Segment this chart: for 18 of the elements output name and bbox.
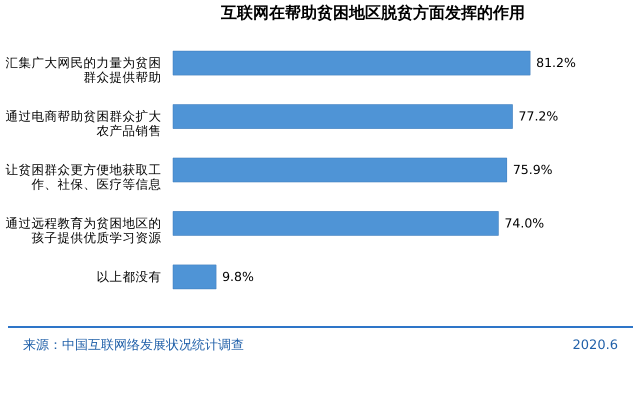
y-tick-label: 通过远程教育为贫困地区的孩子提供优质学习资源: [6, 215, 162, 245]
bar: [172, 104, 513, 129]
bar: [172, 50, 530, 76]
data-label: 9.8%: [222, 268, 254, 284]
bar: [172, 158, 508, 182]
bar: [172, 264, 216, 290]
text: 2020.6: [572, 338, 618, 353]
y-tick-label: 让贫困群众更方便地获取工作、社保、医疗等信息: [6, 162, 162, 192]
data-label: 74.0%: [504, 215, 544, 230]
data-label: 81.2%: [536, 55, 576, 70]
data-label: 75.9%: [512, 162, 553, 177]
chart-title: 互联网在帮助贫困地区脱贫方面发挥的作用: [220, 3, 525, 22]
data-label: 77.2%: [518, 108, 558, 124]
source-note: 来源：中国互联网络发展状况统计调查: [23, 338, 244, 353]
y-tick-label: 汇集广大网民的力量为贫困群众提供帮助: [6, 55, 162, 85]
y-tick-label: 以上都没有: [96, 268, 162, 284]
bar: [172, 211, 499, 236]
y-tick-label: 通过电商帮助贫困群众扩大农产品销售: [6, 108, 162, 138]
